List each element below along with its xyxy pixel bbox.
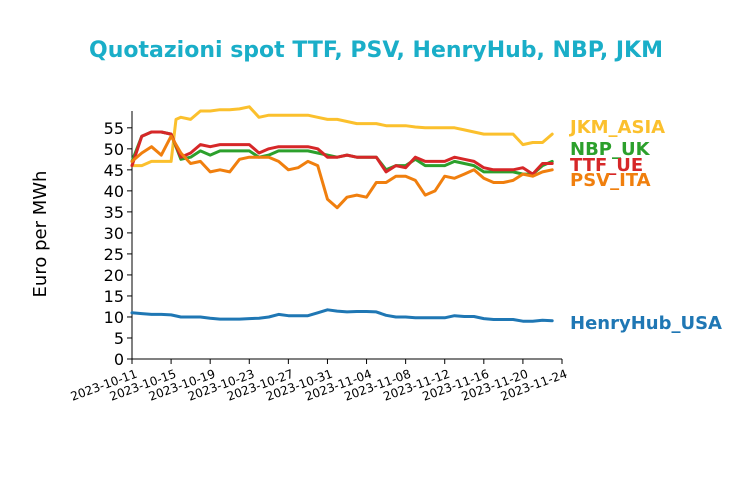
y-tick-label: 45	[104, 161, 124, 180]
y-tick-label: 5	[114, 329, 124, 348]
y-tick-label: 30	[104, 224, 124, 243]
series-label-ttf_ue: TTF_UE	[570, 155, 643, 176]
axes	[131, 111, 562, 360]
y-tick-label: 40	[104, 182, 124, 201]
chart-title: Quotazioni spot TTF, PSV, HenryHub, NBP,…	[89, 38, 663, 63]
y-tick-label: 35	[104, 203, 124, 222]
series-line-jkm_asia	[130, 105, 554, 168]
y-tick-label: 20	[104, 266, 124, 285]
series-line-henryhub_usa	[130, 308, 554, 323]
y-ticks: 0 5 10 15 20 25 30 35 40 45 50 55	[104, 119, 132, 369]
series-line-psv_ita	[130, 134, 554, 210]
y-tick-label: 10	[104, 308, 124, 327]
x-ticks: 2023-10-112023-10-152023-10-192023-10-23…	[69, 359, 569, 404]
y-tick-label: 55	[104, 119, 124, 138]
y-axis-label: Euro per MWh	[30, 171, 51, 298]
series-label-jkm_asia: JKM_ASIA	[568, 117, 665, 138]
series-label-henryhub_usa: HenryHub_USA	[570, 313, 722, 334]
series-lines	[130, 105, 554, 323]
y-tick-label: 25	[104, 245, 124, 264]
y-tick-label: 50	[104, 140, 124, 159]
y-tick-label: 0	[114, 350, 124, 369]
series-line-ttf_ue	[130, 130, 554, 176]
series-label-psv_ita: PSV_ITA	[570, 170, 651, 191]
series-label-nbp_uk: NBP_UK	[570, 139, 651, 160]
y-tick-label: 15	[104, 287, 124, 306]
